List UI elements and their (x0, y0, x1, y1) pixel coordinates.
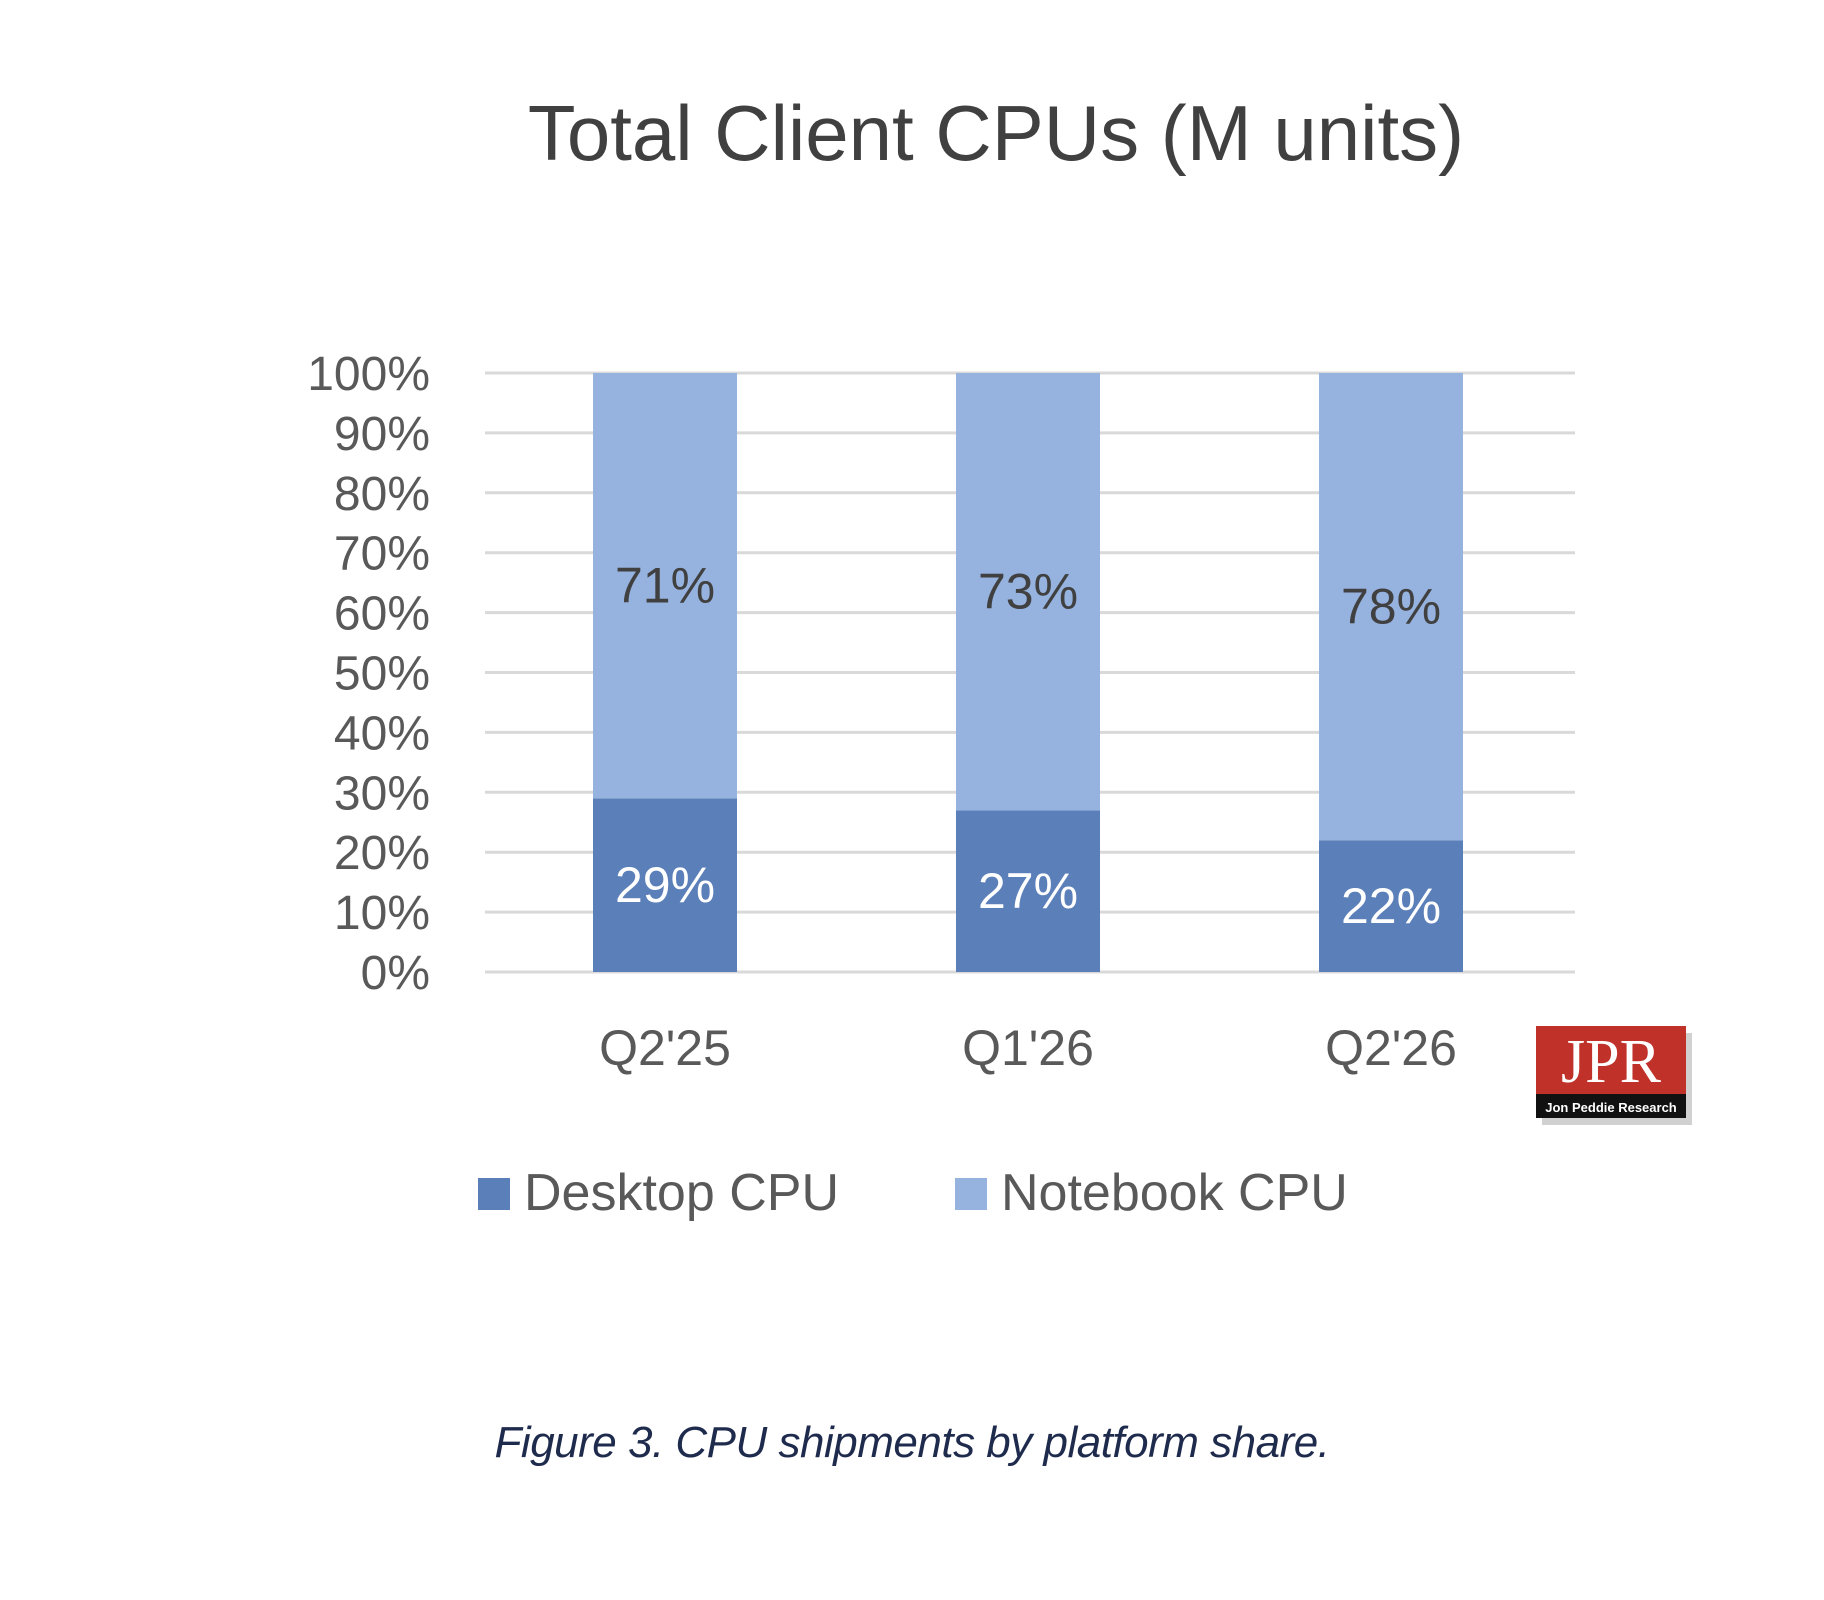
y-tick-label: 10% (334, 887, 430, 940)
y-tick-label: 90% (334, 408, 430, 461)
y-tick-label: 50% (334, 648, 430, 701)
bar-notebook (956, 373, 1100, 811)
x-axis-tick-labels: Q2'25 Q1'26 Q2'26 (599, 1020, 1457, 1076)
y-tick-label: 80% (334, 468, 430, 521)
y-axis-tick-labels: 0% 10% 20% 30% 40% 50% 60% 70% 80% 90% 100% (307, 348, 430, 1000)
legend-label: Notebook CPU (1001, 1164, 1348, 1222)
data-label: 78% (1341, 579, 1441, 635)
legend-swatch (478, 1178, 510, 1210)
svg-text:JPR: JPR (1561, 1028, 1662, 1096)
bar-notebook (1319, 373, 1463, 841)
svg-text:Jon Peddie Research: Jon Peddie Research (1545, 1100, 1677, 1115)
y-tick-label: 20% (334, 827, 430, 880)
data-label: 71% (615, 558, 715, 614)
x-tick-label: Q2'26 (1325, 1020, 1457, 1076)
figure-caption: Figure 3. CPU shipments by platform shar… (494, 1418, 1330, 1467)
jpr-logo: JPR Jon Peddie Research (1536, 1026, 1692, 1125)
x-tick-label: Q2'25 (599, 1020, 731, 1076)
data-label: 29% (615, 857, 715, 913)
y-tick-label: 0% (361, 947, 430, 1000)
data-labels: 29% 71% 27% 73% 22% 78% (615, 558, 1441, 934)
x-tick-label: Q1'26 (962, 1020, 1094, 1076)
y-tick-label: 70% (334, 528, 430, 581)
chart-title: Total Client CPUs (M units) (528, 89, 1464, 177)
legend: Desktop CPU Notebook CPU (478, 1164, 1348, 1222)
bar-desktop (593, 798, 737, 972)
y-tick-label: 60% (334, 588, 430, 641)
y-tick-label: 100% (307, 348, 430, 401)
data-label: 73% (978, 564, 1078, 620)
bars (593, 373, 1463, 972)
y-tick-label: 40% (334, 707, 430, 760)
bar-desktop (1319, 840, 1463, 972)
data-label: 27% (978, 863, 1078, 919)
bar-notebook (593, 373, 737, 799)
bar-desktop (956, 810, 1100, 972)
legend-label: Desktop CPU (524, 1164, 839, 1222)
legend-swatch (955, 1178, 987, 1210)
data-label: 22% (1341, 878, 1441, 934)
y-tick-label: 30% (334, 767, 430, 820)
